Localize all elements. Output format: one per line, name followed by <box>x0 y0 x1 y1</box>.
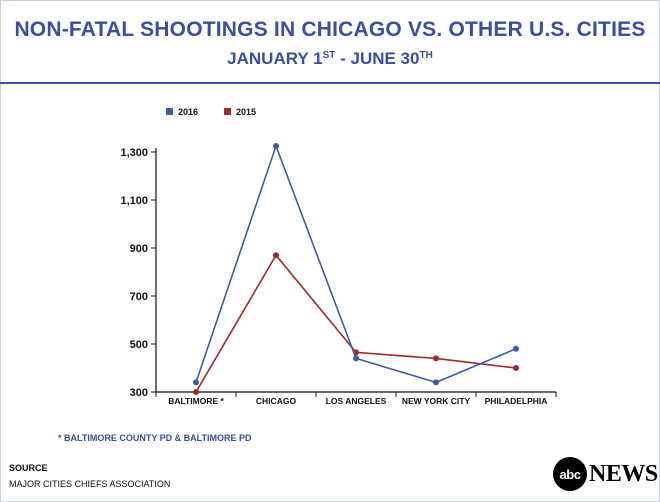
header: NON-FATAL SHOOTINGS IN CHICAGO VS. OTHER… <box>0 0 660 84</box>
legend-swatch-2016 <box>166 108 173 115</box>
data-point-2016 <box>433 379 439 386</box>
source-label: SOURCE <box>9 463 48 473</box>
data-point-2015 <box>513 365 519 371</box>
series-line-2016 <box>195 143 517 384</box>
footnote: * BALTIMORE COUNTY PD & BALTIMORE PD <box>58 433 252 443</box>
x-tick-label: BALTIMORE * <box>168 396 224 406</box>
y-tick-label: 300 <box>130 387 148 399</box>
y-tick-label: 1,100 <box>120 195 148 207</box>
chart-title: NON-FATAL SHOOTINGS IN CHICAGO VS. OTHER… <box>14 18 646 41</box>
data-point-2016 <box>193 379 199 386</box>
abc-logo-circle: abc <box>553 457 587 491</box>
data-point-2015 <box>273 252 279 259</box>
subtitle-separator: - <box>335 49 351 68</box>
chart-subtitle: JANUARY 1ST - JUNE 30TH <box>0 49 660 69</box>
subtitle-start-suffix: ST <box>322 50 336 61</box>
line-chart: 2016 2015 300 500 700 900 1,100 1,300 BALTIMORE … <box>120 107 557 406</box>
source-text: MAJOR CITIES CHIEFS ASSOCIATION <box>9 479 171 489</box>
abc-news-logo: abc NEWS <box>553 457 658 491</box>
data-point-2016 <box>273 143 279 149</box>
legend-swatch-2015 <box>224 108 231 115</box>
legend-label-2016: 2016 <box>178 107 198 117</box>
subtitle-end-suffix: TH <box>419 50 433 61</box>
data-point-2016 <box>353 355 359 362</box>
y-tick-label: 1,300 <box>120 147 148 159</box>
x-tick-label: NEW YORK CITY <box>402 396 471 406</box>
subtitle-start: JANUARY 1 <box>227 49 323 68</box>
y-tick-label: 700 <box>130 291 148 303</box>
y-tick-label: 900 <box>130 243 148 255</box>
data-point-2016 <box>513 345 519 352</box>
series-line-2015 <box>195 253 517 393</box>
legend-label-2015: 2015 <box>236 107 256 117</box>
subtitle-end: JUNE 30 <box>350 49 420 68</box>
y-tick-label: 500 <box>130 339 148 351</box>
logo-news-text: NEWS <box>589 460 658 487</box>
x-tick-label: PHILADELPHIA <box>485 396 548 406</box>
x-tick-label: LOS ANGELES <box>326 396 387 406</box>
x-tick-label: CHICAGO <box>256 396 297 406</box>
data-point-2015 <box>433 355 439 362</box>
data-point-2015 <box>193 389 199 395</box>
